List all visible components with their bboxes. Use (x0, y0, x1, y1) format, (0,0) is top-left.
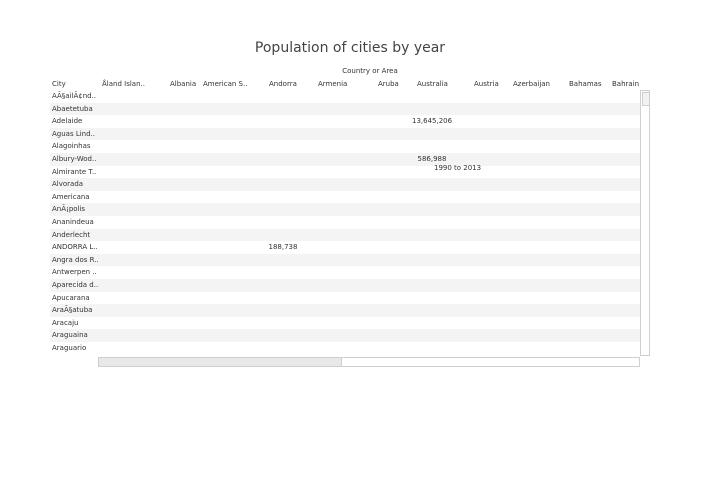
table-row[interactable]: Angra dos R.. (50, 253, 640, 267)
row-label: Araguario (52, 344, 87, 352)
row-label: Abaetetuba (52, 104, 93, 113)
column-header[interactable]: American S.. (203, 80, 248, 88)
header-row: City Åland Islan.. Albania American S.. And… (50, 80, 642, 90)
table-row[interactable]: Ananindeua (50, 216, 640, 229)
chart-title: Population of cities by year (254, 40, 446, 56)
table-row[interactable]: Aguas Lind.. (50, 127, 640, 141)
table-row[interactable]: Aracaju (50, 317, 640, 330)
table-row[interactable]: Araguaina (50, 329, 640, 342)
column-group-header: Country or Area (342, 67, 398, 75)
table-row[interactable]: AnÃ¡polis (50, 203, 640, 216)
table-row[interactable]: Antwerpen .. (50, 266, 640, 279)
table-row[interactable]: Americana (50, 191, 640, 204)
column-header[interactable]: Bahrain (612, 80, 640, 88)
cell-value[interactable]: 188,738 (268, 243, 298, 252)
table-row[interactable]: Aparecida d.. (50, 279, 640, 292)
table-row[interactable]: Alvorada (50, 178, 640, 191)
row-label: Aracaju (52, 318, 79, 327)
row-label: Antwerpen .. (52, 268, 97, 277)
column-header[interactable]: Aruba (378, 80, 399, 88)
row-label: Almirante T.. (52, 167, 97, 176)
vertical-scrollbar[interactable] (640, 90, 650, 356)
row-label: Adelaide (52, 117, 83, 126)
row-label: Alvorada (52, 180, 84, 189)
column-header[interactable]: Åland Islan.. (102, 80, 145, 88)
table-row[interactable]: Apucarana (50, 292, 640, 305)
row-label: Araguaina (52, 331, 88, 340)
horizontal-scrollbar[interactable] (98, 357, 640, 367)
row-label: Apucarana (52, 293, 90, 302)
table-row[interactable]: Alagoinhas (50, 140, 640, 153)
table-row[interactable]: AÃ§ailÃ¢nd.. (50, 90, 640, 103)
table-row[interactable]: Araguario (50, 342, 640, 355)
table-body: AÃ§ailÃ¢nd.. Abaetetuba Adelaide Aguas Lind… (50, 90, 640, 357)
row-label: Americana (52, 192, 90, 201)
row-label: Ananindeua (52, 218, 94, 226)
column-header[interactable]: Australia (417, 80, 448, 88)
table-row[interactable]: ANDORRA L.. (50, 241, 640, 254)
row-label: AÃ§ailÃ¢nd.. (52, 92, 97, 100)
row-header-label: City (52, 80, 66, 88)
row-label: AnÃ¡polis (52, 205, 86, 214)
row-label: ANDORRA L.. (52, 243, 98, 252)
table-row[interactable]: Abaetetuba (50, 102, 640, 116)
row-label: Aparecida d.. (52, 281, 99, 289)
table-row[interactable]: Albury-Wod.. (50, 153, 640, 166)
row-label: AraÃ§atuba (52, 306, 93, 315)
column-header[interactable]: Bahamas (569, 80, 602, 88)
vertical-scroll-thumb[interactable] (642, 92, 650, 106)
horizontal-scroll-thumb[interactable] (99, 358, 342, 366)
tooltip-text: 1990 to 2013 (434, 163, 482, 172)
row-label: Aguas Lind.. (52, 129, 96, 138)
row-label: Albury-Wod.. (52, 155, 97, 163)
row-label: Anderlecht (52, 230, 91, 239)
row-label: Alagoinhas (52, 142, 91, 151)
table-row[interactable]: Anderlecht (50, 228, 640, 242)
row-label: Angra dos R.. (52, 255, 99, 264)
cell-value[interactable]: 586,988 (417, 155, 447, 163)
cell-value[interactable]: 13,645,206 (412, 117, 453, 126)
column-header[interactable]: Azerbaijan (513, 80, 550, 88)
table-row[interactable]: AraÃ§atuba (50, 304, 640, 317)
table-row[interactable]: Adelaide (50, 115, 640, 128)
column-header[interactable]: Albania (170, 80, 197, 88)
column-header[interactable]: Andorra (269, 80, 297, 88)
table-row[interactable]: Almirante T.. (50, 166, 640, 179)
column-header[interactable]: Austria (474, 80, 499, 88)
column-header[interactable]: Armenia (318, 80, 348, 88)
